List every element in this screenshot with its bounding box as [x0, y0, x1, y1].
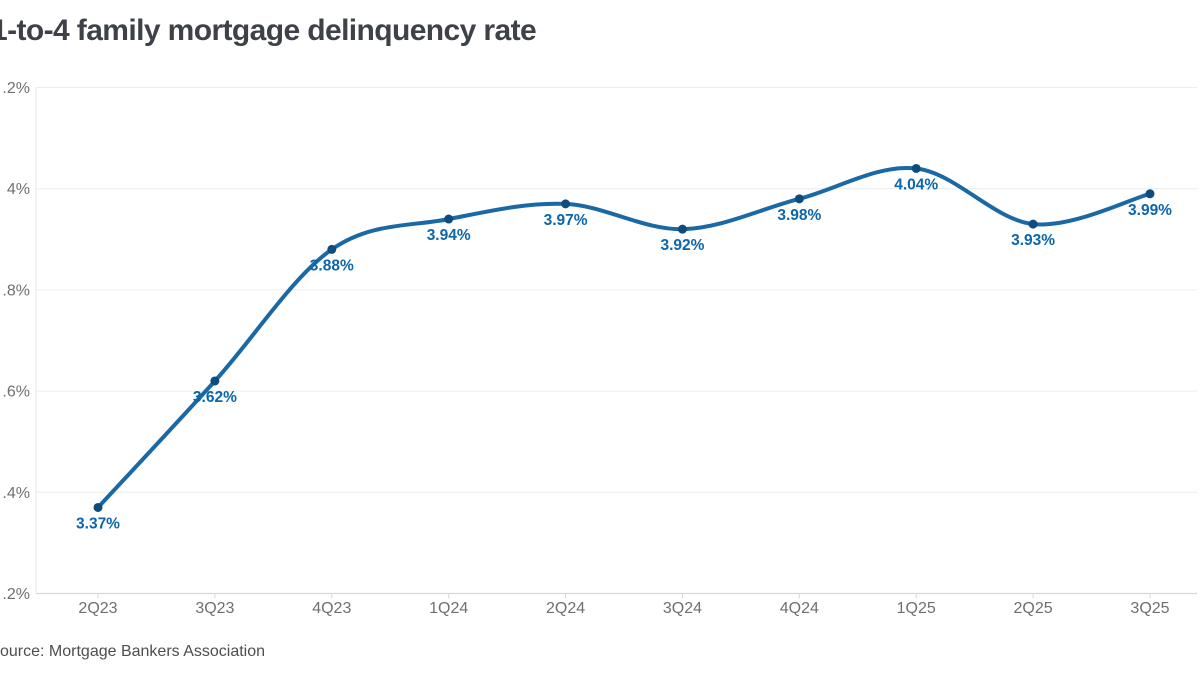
- x-tick-label: 4Q24: [780, 600, 819, 617]
- data-point-label: 3.88%: [310, 257, 354, 274]
- data-point-label: 3.99%: [1128, 202, 1172, 219]
- y-tick-label: 4%: [7, 181, 30, 198]
- data-point: [794, 194, 804, 204]
- data-point: [210, 376, 220, 386]
- data-point-label: 3.93%: [1011, 232, 1055, 249]
- y-tick-label: .2%: [2, 586, 30, 603]
- x-tick-label: 2Q24: [546, 600, 585, 617]
- data-point-label: 3.94%: [427, 227, 471, 244]
- data-point: [327, 244, 337, 254]
- data-point: [677, 224, 687, 234]
- x-tick-label: 3Q23: [195, 600, 234, 617]
- x-tick-label: 2Q25: [1014, 600, 1053, 617]
- x-tick-label: 1Q24: [429, 600, 468, 617]
- data-point-label: 3.92%: [660, 237, 704, 254]
- data-point-label: 3.37%: [76, 515, 120, 532]
- x-tick-label: 2Q23: [78, 600, 117, 617]
- data-point: [1028, 219, 1038, 229]
- x-tick-label: 4Q23: [312, 600, 351, 617]
- data-point-label: 3.98%: [777, 207, 821, 224]
- data-point-label: 3.62%: [193, 389, 237, 406]
- source-attribution: ource: Mortgage Bankers Association: [0, 643, 266, 660]
- y-tick-label: .8%: [2, 282, 30, 299]
- data-point-label: 3.97%: [544, 212, 588, 229]
- data-point: [93, 502, 103, 512]
- x-tick-label: 1Q25: [897, 600, 936, 617]
- data-point: [444, 214, 454, 224]
- x-tick-label: 3Q24: [663, 600, 702, 617]
- data-point: [911, 163, 921, 173]
- y-tick-label: .6%: [2, 384, 30, 401]
- data-point: [1145, 189, 1155, 199]
- y-tick-label: .2%: [2, 80, 30, 97]
- data-point-label: 4.04%: [894, 176, 938, 193]
- x-tick-label: 3Q25: [1130, 600, 1169, 617]
- chart-title: 1-to-4 family mortgage delinquency rate: [0, 14, 537, 47]
- y-tick-label: .4%: [2, 485, 30, 502]
- data-point: [561, 199, 571, 209]
- trend-line: [96, 166, 1152, 510]
